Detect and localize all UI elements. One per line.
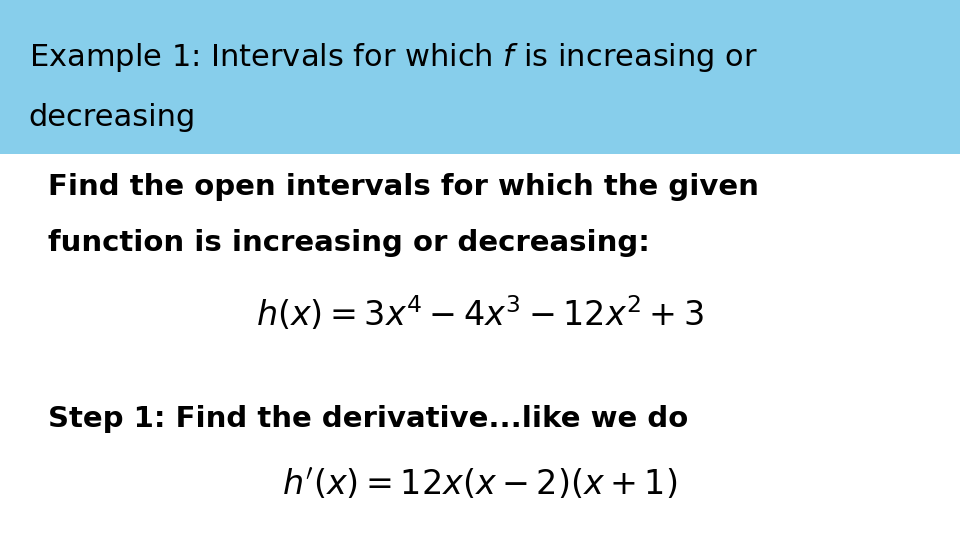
Text: function is increasing or decreasing:: function is increasing or decreasing:	[48, 230, 650, 258]
Text: decreasing: decreasing	[29, 103, 196, 132]
Text: $h(x) = 3x^4 - 4x^3 - 12x^2 + 3$: $h(x) = 3x^4 - 4x^3 - 12x^2 + 3$	[256, 294, 704, 333]
Text: Step 1: Find the derivative...like we do: Step 1: Find the derivative...like we do	[48, 405, 688, 433]
FancyBboxPatch shape	[0, 0, 960, 154]
Text: Example 1: Intervals for which $f$ is increasing or: Example 1: Intervals for which $f$ is in…	[29, 40, 757, 73]
Text: $h'(x) = 12x(x - 2)(x + 1)$: $h'(x) = 12x(x - 2)(x + 1)$	[282, 467, 678, 502]
Text: Find the open intervals for which the given: Find the open intervals for which the gi…	[48, 173, 758, 201]
